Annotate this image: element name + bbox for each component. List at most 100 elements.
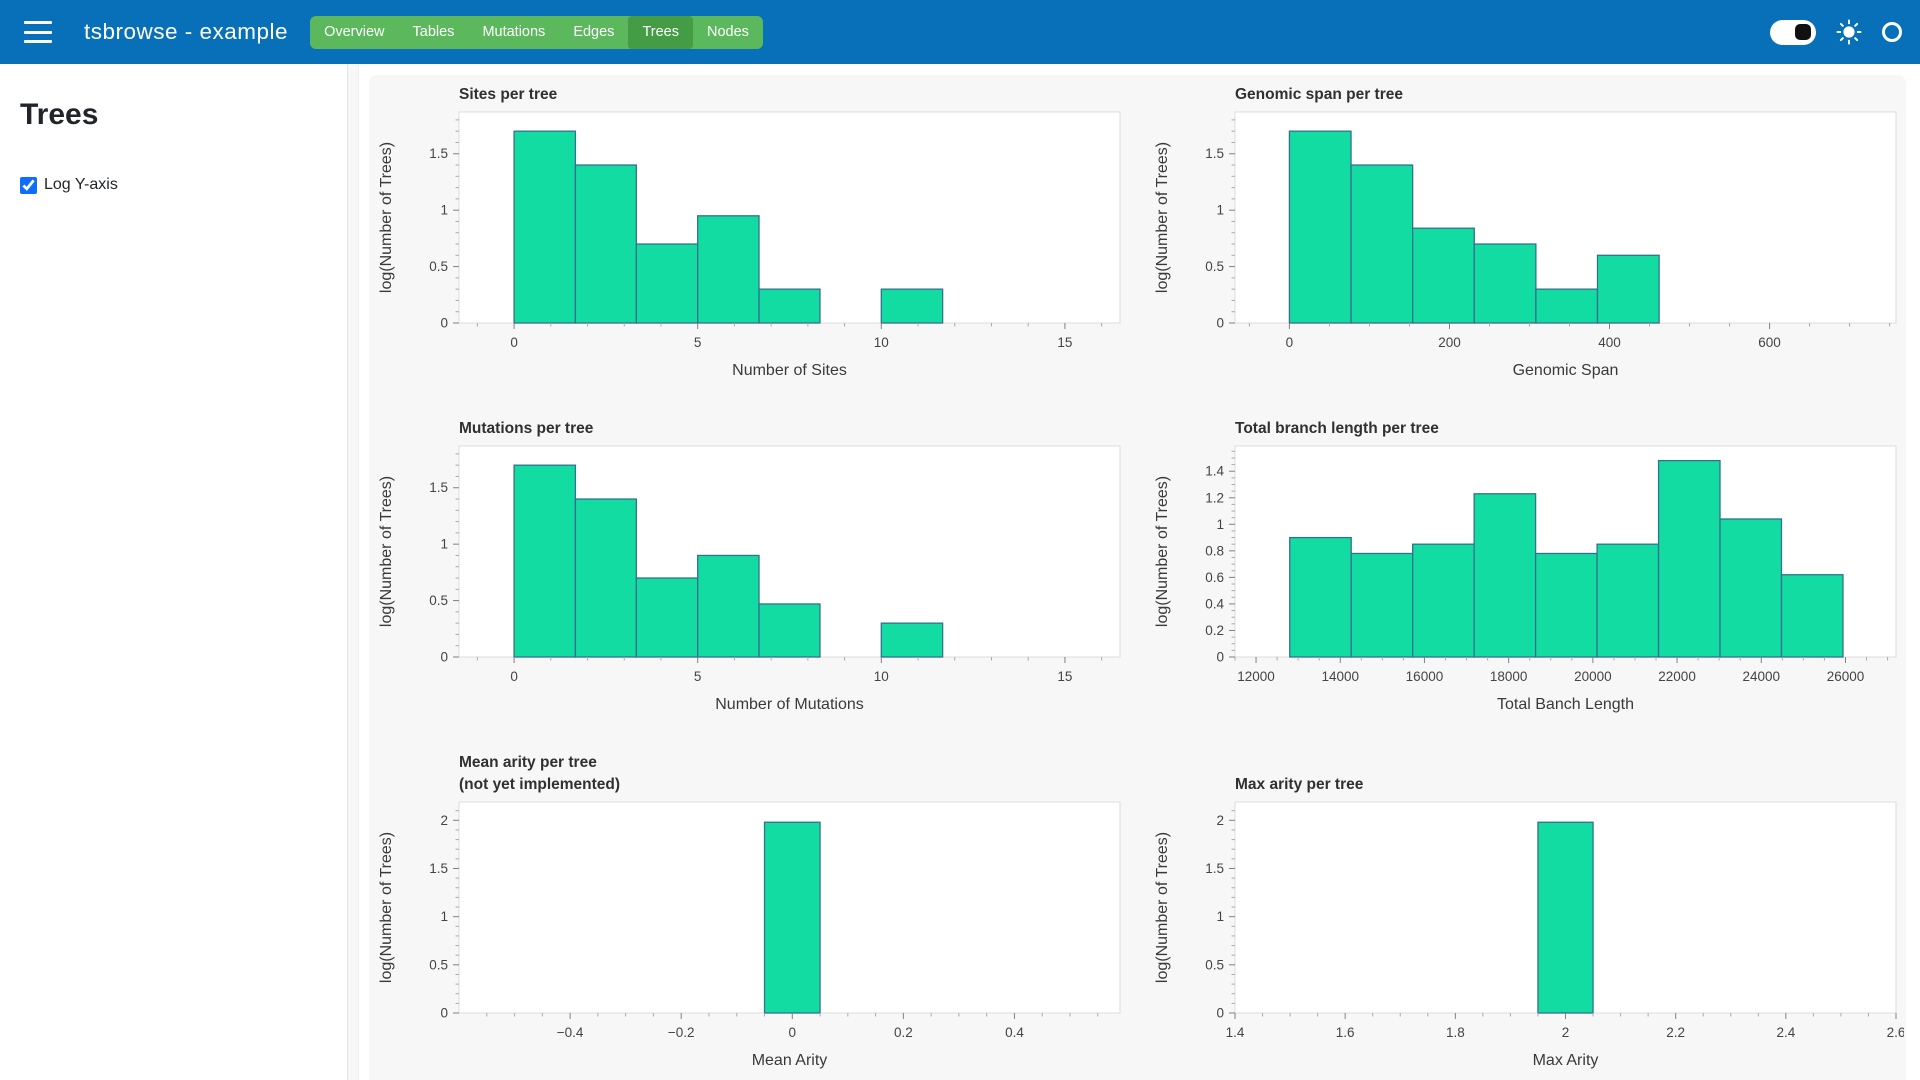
mutations-per-tree-figure: 0 5 10 15 0 0.5 1 1.5 Number of Mutations log(Num… — [378, 420, 1121, 713]
tab-tables[interactable]: Tables — [399, 16, 469, 49]
tab-overview[interactable]: Overview — [310, 16, 398, 49]
svg-text:2.2: 2.2 — [1666, 1025, 1685, 1040]
tab-trees[interactable]: Trees — [628, 15, 693, 49]
svg-text:0.8: 0.8 — [1205, 543, 1224, 558]
svg-text:5: 5 — [694, 335, 702, 350]
svg-text:0.5: 0.5 — [429, 957, 448, 972]
svg-text:1.4: 1.4 — [1205, 464, 1224, 479]
hamburger-icon — [24, 21, 52, 24]
svg-text:0: 0 — [1216, 650, 1224, 665]
total-branch-length-per-tree-figure: 12000 14000 16000 18000 20000 22000 24000 26000… — [1154, 420, 1897, 713]
charts-card: 0 5 10 15 0 0.5 1 1.5 Number of Sites log(Number … — [369, 75, 1906, 1080]
busy-indicator-icon — [1882, 22, 1902, 42]
svg-text:(not yet implemented): (not yet implemented) — [459, 776, 620, 793]
svg-text:0: 0 — [440, 650, 448, 665]
svg-text:1.5: 1.5 — [429, 146, 448, 161]
svg-text:0.5: 0.5 — [429, 259, 448, 274]
svg-text:1.5: 1.5 — [1205, 861, 1224, 876]
svg-text:18000: 18000 — [1490, 669, 1528, 684]
svg-text:1.5: 1.5 — [429, 480, 448, 495]
page-title: Trees — [20, 98, 99, 131]
histogram-genomic-span-per-tree: 0 200 400 600 0 0.5 1 1.5 Genomic Span log(Number… — [1147, 81, 1904, 385]
svg-text:log(Number of Trees): log(Number of Trees) — [378, 832, 395, 983]
svg-text:0.5: 0.5 — [1205, 957, 1224, 972]
svg-text:2: 2 — [440, 813, 448, 828]
charts-grid: 0 5 10 15 0 0.5 1 1.5 Number of Sites log(Number … — [371, 81, 1904, 1075]
svg-text:26000: 26000 — [1827, 669, 1865, 684]
svg-text:0: 0 — [510, 335, 518, 350]
sidebar-scrollbar-track[interactable] — [348, 64, 359, 1080]
app-title: tsbrowse - example — [84, 19, 289, 44]
svg-text:log(Number of Trees): log(Number of Trees) — [1154, 142, 1171, 293]
tab-nodes[interactable]: Nodes — [693, 16, 763, 49]
svg-text:1.8: 1.8 — [1446, 1025, 1465, 1040]
svg-text:0.5: 0.5 — [1205, 259, 1224, 274]
svg-text:−0.4: −0.4 — [557, 1025, 584, 1040]
svg-text:1: 1 — [440, 537, 448, 552]
svg-text:Max Arity: Max Arity — [1533, 1052, 1599, 1069]
svg-text:Sites per tree: Sites per tree — [459, 86, 558, 103]
svg-text:2.4: 2.4 — [1776, 1025, 1795, 1040]
svg-text:0: 0 — [440, 1006, 448, 1021]
svg-text:Genomic Span: Genomic Span — [1513, 362, 1619, 379]
genomic-span-per-tree-figure: 0 200 400 600 0 0.5 1 1.5 Genomic Span log(Number… — [1154, 86, 1897, 379]
nav-tab-group: Overview Tables Mutations Edges Trees Nodes — [310, 15, 763, 49]
log-y-axis-control: Log Y-axis — [20, 176, 327, 194]
toggle-knob — [1795, 24, 1811, 40]
svg-text:0: 0 — [789, 1025, 797, 1040]
histogram-mutations-per-tree: 0 5 10 15 0 0.5 1 1.5 Number of Mutations log(Num… — [371, 415, 1128, 719]
svg-text:14000: 14000 — [1321, 669, 1359, 684]
svg-text:200: 200 — [1438, 335, 1461, 350]
histogram-total-branch-length-per-tree: 12000 14000 16000 18000 20000 22000 24000 26000… — [1147, 415, 1904, 719]
log-y-axis-label[interactable]: Log Y-axis — [44, 176, 118, 193]
sun-icon[interactable] — [1836, 19, 1862, 45]
main-area: 0 5 10 15 0 0.5 1 1.5 Number of Sites log(Number … — [359, 64, 1920, 1080]
tab-edges[interactable]: Edges — [559, 16, 628, 49]
tab-mutations[interactable]: Mutations — [468, 16, 559, 49]
svg-text:−0.2: −0.2 — [668, 1025, 695, 1040]
svg-text:0.5: 0.5 — [429, 593, 448, 608]
svg-text:1.4: 1.4 — [1226, 1025, 1245, 1040]
svg-text:16000: 16000 — [1406, 669, 1444, 684]
svg-text:Mutations per tree: Mutations per tree — [459, 420, 594, 437]
svg-text:0.2: 0.2 — [894, 1025, 913, 1040]
svg-text:20000: 20000 — [1574, 669, 1612, 684]
svg-text:5: 5 — [694, 669, 702, 684]
svg-text:1: 1 — [1216, 203, 1224, 218]
svg-text:Max arity per tree: Max arity per tree — [1235, 776, 1364, 793]
theme-toggle-switch[interactable] — [1770, 19, 1816, 45]
svg-text:log(Number of Trees): log(Number of Trees) — [378, 476, 395, 627]
svg-text:0: 0 — [1216, 1006, 1224, 1021]
svg-text:24000: 24000 — [1743, 669, 1781, 684]
svg-text:1: 1 — [1216, 909, 1224, 924]
svg-text:1.6: 1.6 — [1336, 1025, 1355, 1040]
svg-text:0: 0 — [510, 669, 518, 684]
svg-text:2: 2 — [1562, 1025, 1570, 1040]
histogram-mean-arity-per-tree: −0.4 −0.2 0 0.2 0.4 0 0.5 1 1.5 2 Mean Arity log(Nu… — [371, 749, 1128, 1075]
svg-text:1: 1 — [440, 203, 448, 218]
header-controls — [1770, 19, 1902, 45]
svg-text:0: 0 — [440, 316, 448, 331]
svg-text:Number of Mutations: Number of Mutations — [715, 696, 864, 713]
svg-text:400: 400 — [1598, 335, 1621, 350]
app-header: tsbrowse - example Overview Tables Mutatio… — [0, 0, 1920, 64]
svg-text:1: 1 — [440, 909, 448, 924]
svg-text:10: 10 — [874, 335, 889, 350]
mean-arity-per-tree-figure: −0.4 −0.2 0 0.2 0.4 0 0.5 1 1.5 2 Mean Arity log(Nu… — [378, 754, 1121, 1069]
svg-text:log(Number of Trees): log(Number of Trees) — [1154, 832, 1171, 983]
svg-text:0.2: 0.2 — [1205, 623, 1224, 638]
svg-text:2.6: 2.6 — [1887, 1025, 1904, 1040]
histogram-sites-per-tree: 0 5 10 15 0 0.5 1 1.5 Number of Sites log(Number … — [371, 81, 1128, 385]
svg-text:1.5: 1.5 — [429, 861, 448, 876]
svg-text:12000: 12000 — [1237, 669, 1275, 684]
svg-text:1.2: 1.2 — [1205, 490, 1224, 505]
svg-text:Mean Arity: Mean Arity — [752, 1052, 828, 1069]
hamburger-menu-button[interactable] — [24, 21, 52, 43]
svg-text:22000: 22000 — [1658, 669, 1696, 684]
svg-text:2: 2 — [1216, 813, 1224, 828]
svg-text:0.4: 0.4 — [1005, 1025, 1024, 1040]
svg-text:15: 15 — [1057, 335, 1072, 350]
svg-text:0: 0 — [1216, 316, 1224, 331]
sidebar: Trees Log Y-axis — [0, 64, 348, 1080]
log-y-axis-checkbox[interactable] — [20, 176, 37, 194]
